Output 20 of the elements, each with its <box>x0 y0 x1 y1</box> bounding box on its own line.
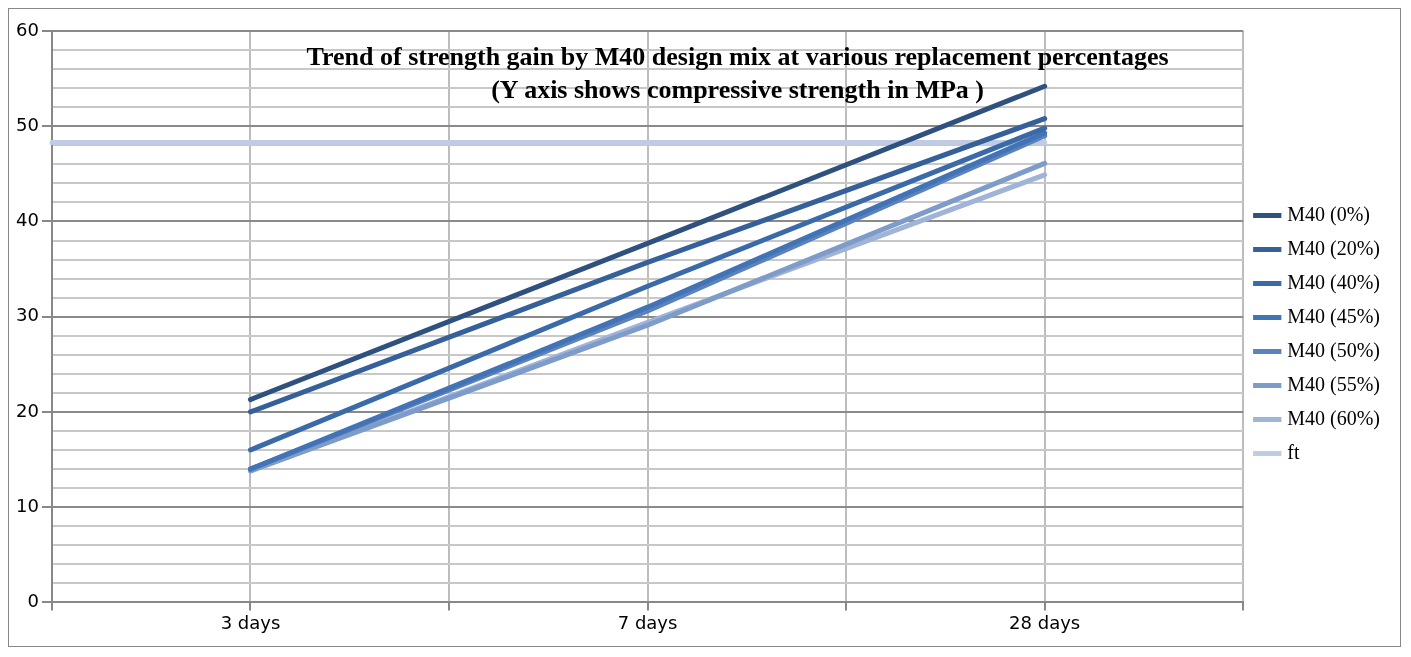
x-tick-label: 3 days <box>220 611 281 633</box>
y-tick-label: 30 <box>16 304 39 326</box>
y-tick-label: 50 <box>16 113 39 135</box>
y-tick-label: 20 <box>16 399 39 421</box>
x-tick-label: 28 days <box>1009 611 1081 633</box>
legend-label: M40 (45%) <box>1287 304 1380 328</box>
legend-label: ft <box>1287 440 1300 463</box>
y-tick-label: 0 <box>27 590 39 612</box>
y-tick-label: 60 <box>16 18 39 40</box>
legend-label: M40 (60%) <box>1287 406 1380 430</box>
legend-label: M40 (40%) <box>1287 270 1380 294</box>
legend-label: M40 (50%) <box>1287 338 1380 362</box>
text: (Y axis shows compressive strength in MPa ) <box>491 74 984 104</box>
y-tick-label: 10 <box>16 494 39 516</box>
legend-label: M40 (55%) <box>1287 372 1380 396</box>
chart-title: Trend of strength gain by M40 design mix at various replacement percentages <box>306 41 1169 71</box>
x-tick-label: 7 days <box>617 611 678 633</box>
legend-label: M40 (0%) <box>1287 202 1370 226</box>
y-tick-label: 40 <box>16 209 39 231</box>
legend-label: M40 (20%) <box>1287 236 1380 260</box>
